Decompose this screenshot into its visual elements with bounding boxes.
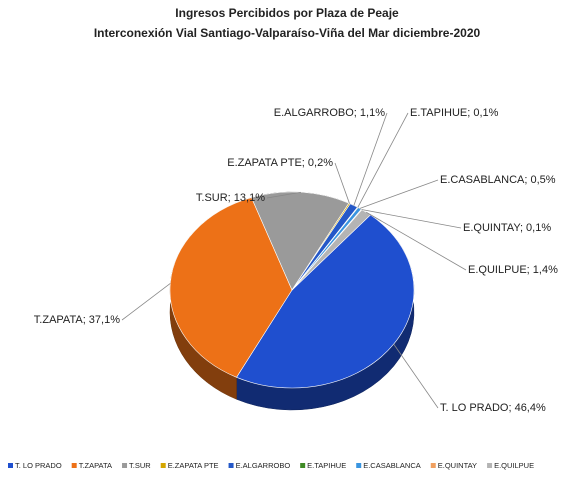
data-label: T.SUR; 13,1%	[196, 192, 265, 204]
legend-label: E.ZAPATA PTE	[168, 461, 219, 470]
legend-swatch	[487, 463, 493, 468]
legend-label: T.ZAPATA	[79, 461, 112, 470]
legend-swatch	[228, 463, 234, 468]
legend-swatch	[430, 463, 436, 468]
data-label: E.ALGARROBO; 1,1%	[274, 107, 385, 119]
data-label: E.QUILPUE; 1,4%	[468, 264, 558, 276]
legend-swatch	[356, 463, 362, 468]
leader-line	[359, 179, 439, 209]
legend-label: E.QUILPUE	[494, 461, 534, 470]
legend-swatch	[71, 463, 77, 468]
legend-swatch	[122, 463, 128, 468]
data-label: T.ZAPATA; 37,1%	[34, 314, 120, 326]
data-label: E.CASABLANCA; 0,5%	[440, 174, 556, 186]
legend-swatch	[8, 463, 13, 468]
legend-label: T. LO PRADO	[15, 461, 62, 470]
chart-subtitle: Interconexión Vial Santiago-Valparaíso-V…	[94, 26, 481, 40]
leader-line	[334, 162, 350, 204]
chart-title: Ingresos Percibidos por Plaza de Peaje	[175, 6, 399, 20]
legend-label: E.CASABLANCA	[363, 461, 421, 470]
leader-line	[361, 209, 462, 229]
slice-tops	[169, 191, 415, 389]
leader-line	[393, 343, 439, 409]
leader-line	[121, 283, 171, 321]
legend-swatch	[300, 463, 306, 468]
legend-label: E.QUINTAY	[438, 461, 477, 470]
data-label: E.TAPIHUE; 0,1%	[410, 107, 499, 119]
slice	[169, 197, 293, 378]
legend-label: E.ALGARROBO	[236, 461, 291, 470]
legend-swatch	[160, 463, 166, 468]
leader-line	[366, 211, 467, 271]
data-label: E.ZAPATA PTE; 0,2%	[227, 157, 333, 169]
legend-label: T.SUR	[129, 461, 151, 470]
data-label: E.QUINTAY; 0,1%	[463, 222, 551, 234]
leader-line	[357, 112, 409, 208]
leader-line	[353, 112, 388, 206]
slice	[236, 214, 415, 389]
legend-label: E.TAPIHUE	[307, 461, 346, 470]
data-label: T. LO PRADO; 46,4%	[440, 402, 546, 414]
leader-line	[266, 191, 301, 199]
